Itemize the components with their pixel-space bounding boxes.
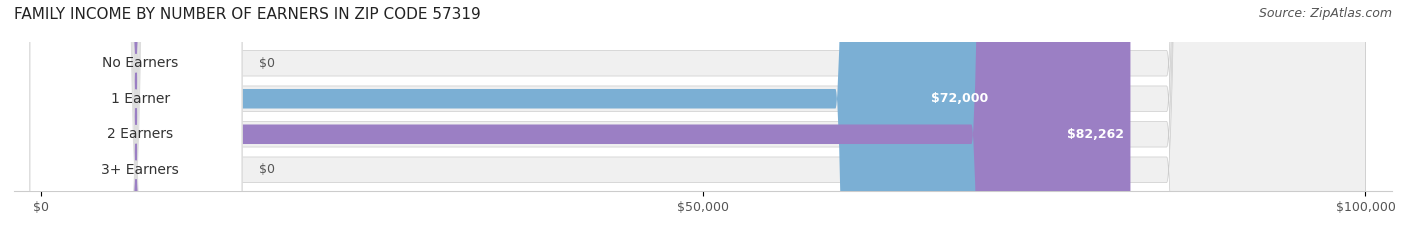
Text: FAMILY INCOME BY NUMBER OF EARNERS IN ZIP CODE 57319: FAMILY INCOME BY NUMBER OF EARNERS IN ZI… <box>14 7 481 22</box>
FancyBboxPatch shape <box>41 0 1365 233</box>
FancyBboxPatch shape <box>41 0 994 233</box>
FancyBboxPatch shape <box>30 0 242 233</box>
FancyBboxPatch shape <box>30 0 242 233</box>
Text: No Earners: No Earners <box>103 56 179 70</box>
Text: $0: $0 <box>259 163 276 176</box>
Text: 3+ Earners: 3+ Earners <box>101 163 179 177</box>
FancyBboxPatch shape <box>30 0 242 233</box>
Text: $72,000: $72,000 <box>931 92 988 105</box>
FancyBboxPatch shape <box>41 0 1130 233</box>
Text: 1 Earner: 1 Earner <box>111 92 170 106</box>
Text: $82,262: $82,262 <box>1067 128 1123 141</box>
Text: $0: $0 <box>259 57 276 70</box>
FancyBboxPatch shape <box>41 0 1365 233</box>
FancyBboxPatch shape <box>41 0 1365 233</box>
FancyBboxPatch shape <box>30 0 242 233</box>
Text: 2 Earners: 2 Earners <box>107 127 173 141</box>
FancyBboxPatch shape <box>41 0 1365 233</box>
Text: Source: ZipAtlas.com: Source: ZipAtlas.com <box>1258 7 1392 20</box>
